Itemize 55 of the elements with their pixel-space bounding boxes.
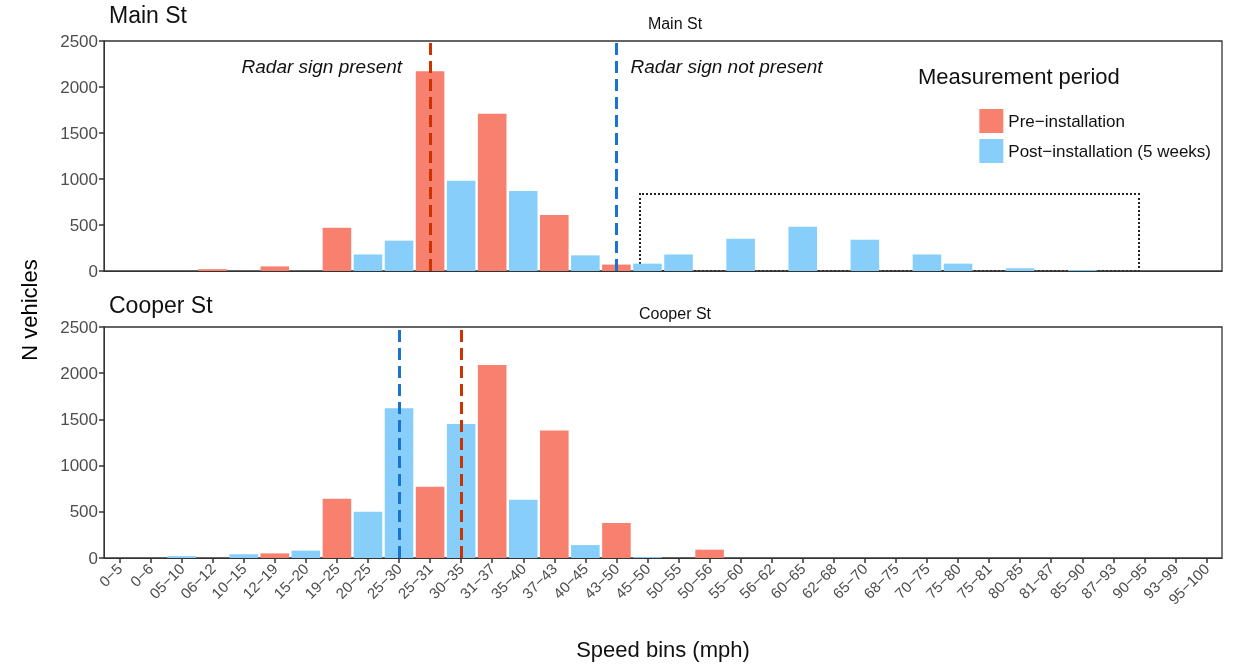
chart-title: Cooper St [109, 291, 214, 318]
bar [446, 424, 476, 558]
bar [912, 254, 942, 271]
bar [384, 240, 414, 271]
bar [477, 364, 507, 558]
bar [664, 254, 693, 271]
bar [943, 263, 973, 271]
bar [322, 498, 352, 558]
bar [695, 549, 724, 558]
bar [726, 238, 755, 271]
legend-label: Pre−installation [1008, 111, 1126, 131]
bar [415, 486, 445, 558]
y-tick-label: 2500 [60, 317, 98, 337]
bar [477, 113, 507, 271]
y-tick-label: 2500 [60, 31, 98, 51]
bar [353, 511, 383, 558]
legend-label: Post−installation (5 weeks) [1008, 141, 1212, 161]
x-axis-title: Speed bins (mph) [576, 636, 750, 662]
bar [415, 71, 445, 271]
y-tick-label: 500 [69, 215, 98, 235]
bar [508, 190, 538, 271]
y-axis-title: N vehicles [17, 259, 43, 361]
bar [850, 239, 880, 271]
bar [540, 430, 569, 558]
y-tick-label: 0 [88, 548, 98, 568]
ref-line-label: Radar sign not present [630, 55, 824, 77]
bar [508, 499, 538, 558]
bar [633, 263, 662, 271]
chart-subtitle: Main St [647, 14, 703, 32]
bar [260, 553, 290, 558]
bar [540, 214, 569, 271]
y-tick-label: 2000 [60, 77, 98, 97]
bar [291, 550, 321, 558]
y-tick-label: 2000 [60, 363, 98, 383]
ref-line-label: Radar sign present [241, 55, 403, 77]
bar [571, 255, 600, 271]
y-tick-label: 0 [88, 261, 98, 281]
bar [260, 266, 290, 271]
bar [602, 522, 631, 558]
y-tick-label: 1000 [60, 169, 98, 189]
bar [1005, 268, 1035, 271]
bar [446, 180, 476, 271]
bar [322, 227, 352, 271]
bar [788, 226, 818, 271]
y-tick-label: 1500 [60, 123, 98, 143]
y-tick-label: 500 [69, 502, 98, 522]
bar [229, 554, 259, 558]
chart-title: Main St [109, 1, 188, 28]
y-tick-label: 1500 [60, 409, 98, 429]
bar [571, 545, 600, 558]
legend-title: Measurement period [918, 63, 1120, 89]
y-tick-label: 1000 [60, 456, 98, 476]
bar [353, 254, 383, 271]
chart-subtitle: Cooper St [638, 304, 712, 322]
bar [384, 408, 414, 558]
